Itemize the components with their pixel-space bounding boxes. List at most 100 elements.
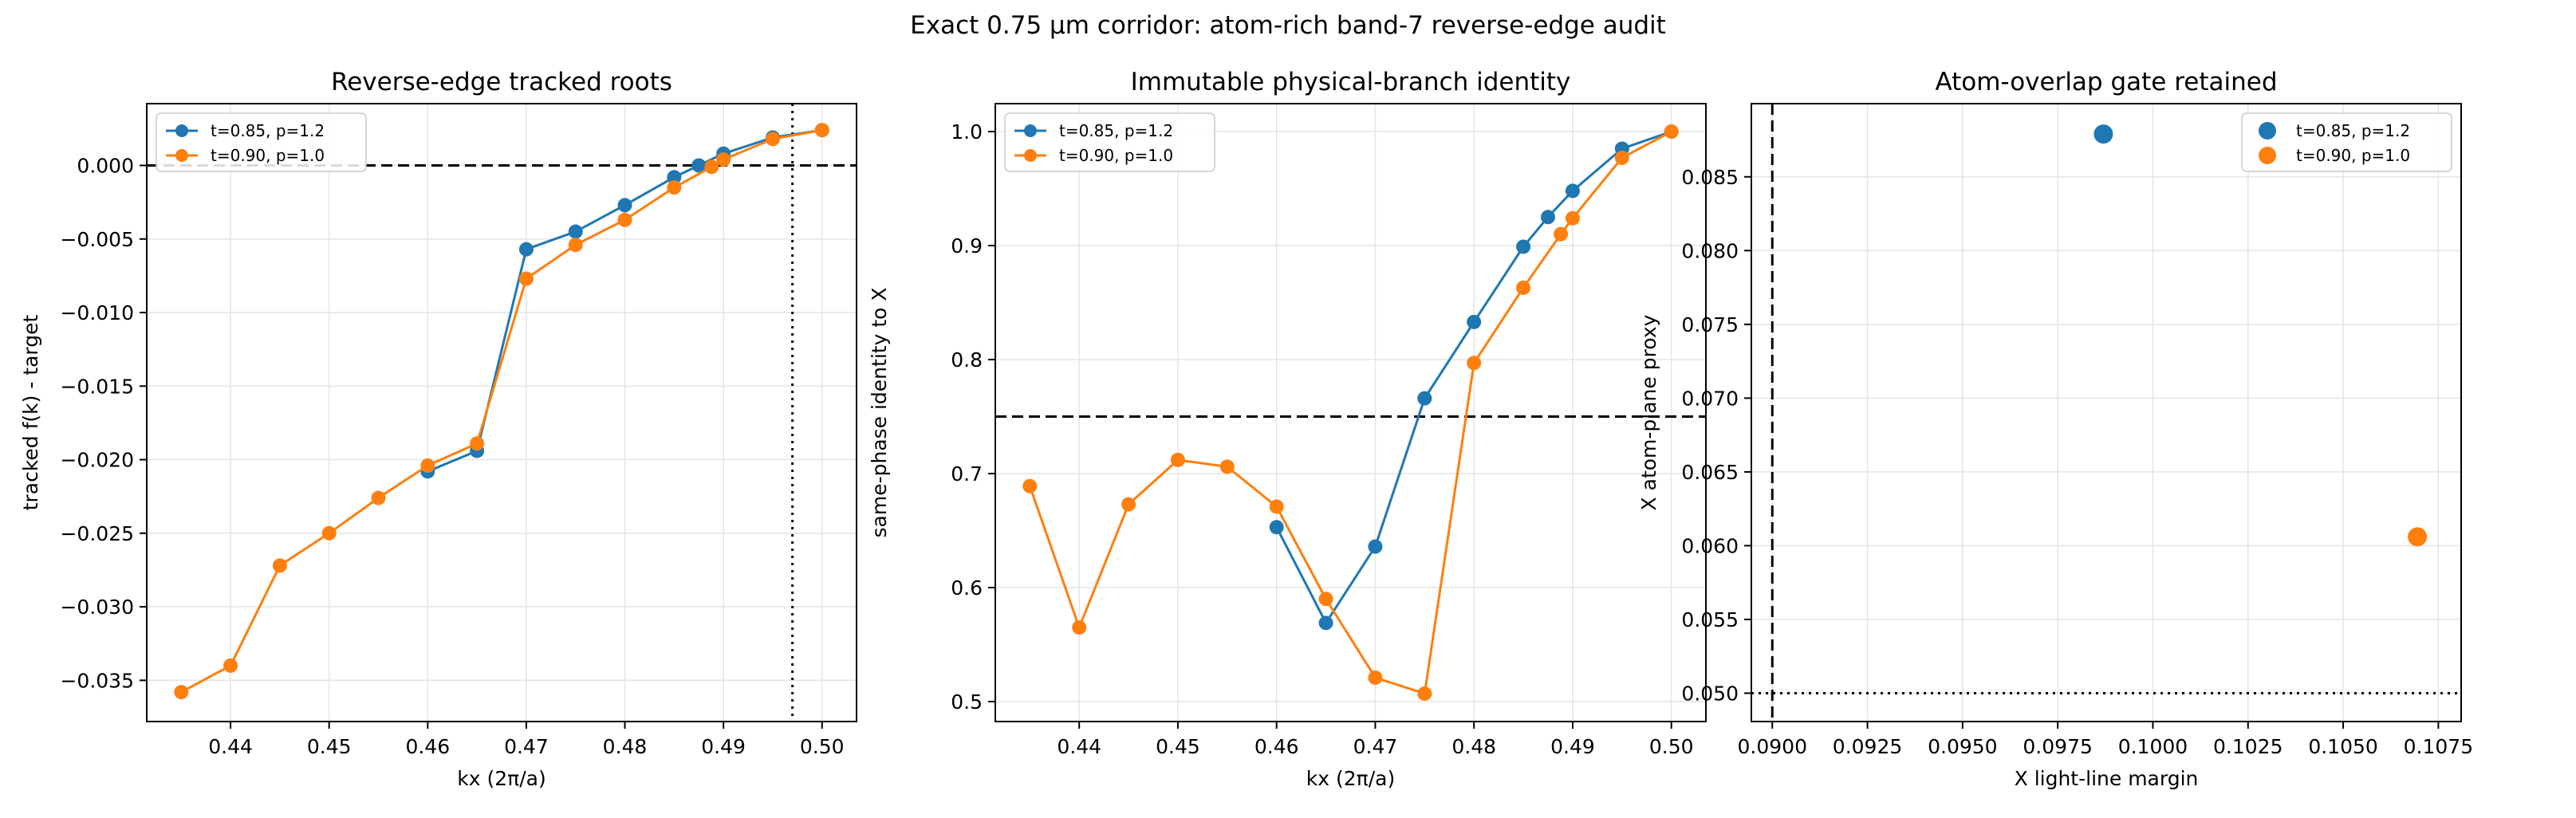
y-tick-label: 0.050 (1681, 682, 1739, 705)
x-tick-label: 0.0900 (1738, 735, 1807, 758)
series-1 (2093, 124, 2113, 144)
x-tick-label: 0.48 (1451, 735, 1496, 758)
data-point (765, 132, 780, 147)
data-point (691, 158, 707, 173)
data-point (371, 490, 386, 505)
x-tick-label: 0.1050 (2308, 735, 2377, 758)
legend-marker-swatch (2259, 122, 2276, 140)
legend-box (2241, 112, 2452, 172)
y-tick-label: 0.000 (77, 155, 134, 178)
legend-box (1004, 112, 1215, 172)
data-point (1467, 356, 1482, 371)
data-point (2408, 527, 2428, 547)
chart-title: Reverse-edge tracked roots (331, 68, 672, 96)
chart-title: Atom-overlap gate retained (1935, 68, 2277, 96)
y-tick-label: 1.0 (951, 120, 983, 144)
data-point (321, 525, 337, 541)
legend-label: t=0.90, p=1.0 (2296, 146, 2410, 165)
data-point (1269, 520, 1284, 535)
axes-frame (995, 103, 1707, 722)
x-axis-label: X light-line margin (2015, 767, 2199, 790)
y-tick-label: −0.005 (60, 228, 134, 251)
series-line (180, 128, 823, 694)
data-point (518, 271, 534, 286)
data-point (1516, 239, 1531, 254)
data-point (1368, 670, 1383, 685)
x-tick-label: 0.50 (800, 735, 845, 758)
series-2 (2408, 527, 2428, 547)
legend-label: t=0.90, p=1.0 (1059, 146, 1173, 165)
legend-marker-swatch (1024, 124, 1037, 137)
data-point (1219, 459, 1235, 474)
legend-label: t=0.85, p=1.2 (2296, 121, 2410, 140)
data-point (1541, 210, 1555, 225)
y-tick-label: 0.7 (951, 462, 983, 486)
data-point (1614, 150, 1629, 165)
data-point (568, 238, 583, 253)
y-tick-label: −0.030 (60, 596, 134, 619)
data-point (2093, 124, 2113, 144)
y-tick-label: 0.085 (1681, 166, 1739, 189)
series-2 (1022, 124, 1679, 701)
y-tick-label: 0.080 (1681, 239, 1739, 262)
data-point (223, 658, 238, 673)
legend-label: t=0.85, p=1.2 (1059, 121, 1173, 140)
y-axis-label: same-phase identity to X (868, 288, 891, 538)
data-point (617, 212, 632, 227)
legend-marker-swatch (2259, 147, 2276, 164)
y-tick-label: 0.070 (1681, 387, 1739, 410)
x-tick-label: 0.1025 (2213, 735, 2283, 758)
plot-data-area (147, 104, 857, 722)
data-point (1565, 183, 1580, 199)
plot-data-area (995, 124, 1706, 701)
series-2 (174, 123, 829, 700)
data-point (174, 685, 189, 700)
y-tick-label: 0.060 (1681, 534, 1739, 557)
series-line (1275, 130, 1672, 626)
data-point (1554, 226, 1569, 242)
legend: t=0.85, p=1.2 t=0.90, p=1.0 (156, 112, 367, 172)
data-point (814, 123, 829, 138)
chart-panel-3: 0.0900 0.0925 0.0950 0.0975 0.1000 0.1025 0.10… (1637, 68, 2473, 790)
x-tick-label: 0.0950 (1928, 735, 1997, 758)
x-tick-label: 0.48 (603, 735, 648, 758)
data-point (1269, 499, 1284, 514)
legend-marker-swatch (1024, 149, 1037, 162)
legend-marker-swatch (175, 149, 188, 162)
x-tick-label: 0.49 (701, 735, 746, 758)
x-tick-label: 0.45 (1156, 735, 1200, 758)
y-tick-label: 0.9 (951, 234, 983, 258)
chart-panel-1: 0.44 0.45 0.46 0.47 0.48 0.49 0.50 −0.035 −0.030… (19, 68, 857, 790)
data-point (420, 458, 435, 473)
data-point (518, 242, 534, 257)
legend-label: t=0.90, p=1.0 (211, 146, 325, 165)
y-axis-label: tracked f(k) - target (19, 314, 42, 510)
data-point (1121, 497, 1136, 512)
axes-frame (146, 103, 857, 722)
legend-box (156, 112, 367, 172)
x-tick-label: 0.46 (1255, 735, 1299, 758)
data-point (1516, 280, 1531, 295)
x-tick-label: 0.0975 (2023, 735, 2092, 758)
y-tick-label: 0.8 (951, 348, 983, 372)
x-tick-label: 0.44 (208, 735, 253, 758)
x-axis-label: kx (2π/a) (1306, 767, 1395, 790)
data-point (1318, 615, 1333, 631)
legend-marker-swatch (175, 124, 188, 137)
y-tick-label: 0.055 (1681, 608, 1739, 631)
y-tick-label: 0.5 (951, 690, 983, 714)
y-axis-label: X atom-plane proxy (1637, 314, 1660, 510)
data-point (667, 170, 682, 185)
figure-suptitle: Exact 0.75 µm corridor: atom-rich band-7… (910, 11, 1666, 40)
x-tick-label: 0.47 (1353, 735, 1398, 758)
data-point (470, 436, 485, 451)
x-tick-label: 0.49 (1550, 735, 1595, 758)
plot-data-area (1751, 104, 2461, 722)
x-axis-label: kx (2π/a) (457, 767, 546, 790)
x-tick-label: 0.44 (1057, 735, 1101, 758)
data-point (1664, 124, 1679, 140)
series-line (427, 128, 822, 473)
x-tick-label: 0.0925 (1833, 735, 1902, 758)
data-point (1565, 210, 1580, 226)
